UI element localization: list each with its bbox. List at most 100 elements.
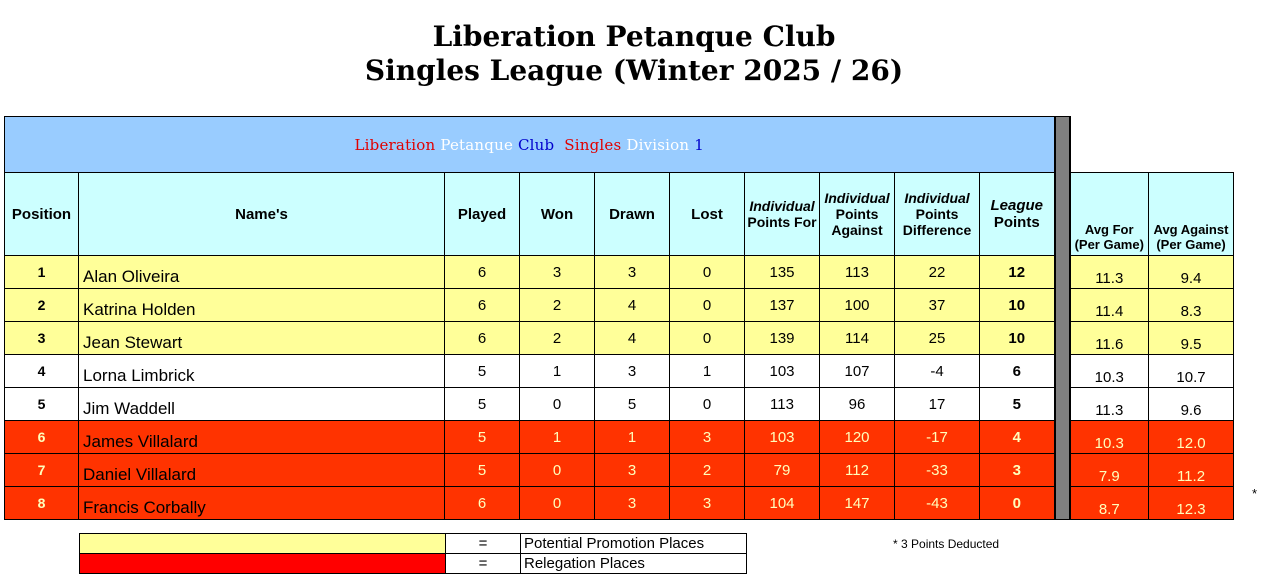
header-won: Won — [519, 172, 595, 256]
points-difference-cell: 37 — [894, 288, 980, 322]
avg-for-cell: 11.3 — [1069, 387, 1149, 421]
points-difference-cell: -33 — [894, 453, 980, 487]
points-against-cell: 107 — [819, 354, 895, 388]
won-cell: 0 — [519, 387, 595, 421]
key-row-relegation: = Relegation Places — [79, 553, 747, 574]
won-cell: 1 — [519, 420, 595, 454]
position-cell: 2 — [4, 288, 79, 322]
position-cell: 6 — [4, 420, 79, 454]
position-cell: 4 — [4, 354, 79, 388]
avg-for-cell: 8.7 — [1069, 486, 1149, 520]
title-line-2: Singles League (Winter 2025 / 26) — [364, 54, 904, 87]
points-for-cell: 103 — [744, 420, 820, 454]
header-points-difference-line2: Points Difference — [902, 206, 972, 238]
separator-column — [1053, 116, 1071, 520]
played-cell: 5 — [444, 420, 520, 454]
points-against-cell: 112 — [819, 453, 895, 487]
points-difference-cell: 17 — [894, 387, 980, 421]
key-row-promotion: = Potential Promotion Places — [79, 533, 747, 554]
table-row: 8 Francis Corbally 6 0 3 3 104 147 -43 0… — [4, 486, 1234, 520]
played-cell: 6 — [444, 288, 520, 322]
league-points-cell: 4 — [979, 420, 1055, 454]
points-for-cell: 113 — [744, 387, 820, 421]
player-name-cell: James Villalard — [78, 420, 445, 454]
banner-word-division: Division — [626, 135, 690, 154]
header-avg-against-line1: Avg Against — [1153, 222, 1229, 237]
avg-for-cell: 7.9 — [1069, 453, 1149, 487]
won-cell: 2 — [519, 321, 595, 355]
table-row: 1 Alan Oliveira 6 3 3 0 135 113 22 12 11… — [4, 255, 1234, 289]
won-cell: 3 — [519, 255, 595, 289]
avg-against-cell: 9.5 — [1148, 321, 1234, 355]
league-table: Liberation Petanque Club Singles Divisio… — [4, 116, 1234, 520]
played-cell: 6 — [444, 321, 520, 355]
key-swatch-relegation — [79, 553, 446, 574]
avg-against-cell: 11.2 — [1148, 453, 1234, 487]
league-points-cell: 5 — [979, 387, 1055, 421]
header-points-for-line1: Individual — [749, 198, 815, 214]
points-for-cell: 135 — [744, 255, 820, 289]
points-difference-cell: -17 — [894, 420, 980, 454]
avg-for-cell: 10.3 — [1069, 354, 1149, 388]
avg-against-cell: 9.4 — [1148, 255, 1234, 289]
table-row: 2 Katrina Holden 6 2 4 0 137 100 37 10 1… — [4, 288, 1234, 322]
points-against-cell: 96 — [819, 387, 895, 421]
banner-word-singles: Singles — [564, 135, 622, 154]
lost-cell: 0 — [669, 288, 745, 322]
drawn-cell: 3 — [594, 453, 670, 487]
table-row: 3 Jean Stewart 6 2 4 0 139 114 25 10 11.… — [4, 321, 1234, 355]
played-cell: 5 — [444, 387, 520, 421]
header-league-points-line1: League — [990, 197, 1043, 214]
points-for-cell: 139 — [744, 321, 820, 355]
table-row: 7 Daniel Villalard 5 0 3 2 79 112 -33 3 … — [4, 453, 1234, 487]
position-cell: 1 — [4, 255, 79, 289]
avg-against-cell: 12.3 — [1148, 486, 1234, 520]
avg-for-cell: 11.4 — [1069, 288, 1149, 322]
points-for-cell: 79 — [744, 453, 820, 487]
deduction-asterisk: * — [1252, 486, 1258, 501]
drawn-cell: 3 — [594, 486, 670, 520]
points-against-cell: 147 — [819, 486, 895, 520]
header-drawn: Drawn — [594, 172, 670, 256]
points-difference-cell: 25 — [894, 321, 980, 355]
banner-word-petanque: Petanque — [440, 135, 514, 154]
drawn-cell: 3 — [594, 354, 670, 388]
player-name-cell: Katrina Holden — [78, 288, 445, 322]
points-difference-cell: -43 — [894, 486, 980, 520]
played-cell: 5 — [444, 354, 520, 388]
title-line-1: Liberation Petanque Club — [432, 20, 836, 53]
points-difference-cell: -4 — [894, 354, 980, 388]
key-label-relegation: Relegation Places — [520, 553, 747, 574]
drawn-cell: 4 — [594, 321, 670, 355]
player-name-cell: Alan Oliveira — [78, 255, 445, 289]
lost-cell: 1 — [669, 354, 745, 388]
key-equals: = — [445, 553, 521, 574]
header-points-difference: Individual Points Difference — [894, 172, 980, 256]
header-names: Name's — [78, 172, 445, 256]
won-cell: 0 — [519, 486, 595, 520]
position-cell: 7 — [4, 453, 79, 487]
won-cell: 0 — [519, 453, 595, 487]
key-swatch-promotion — [79, 533, 446, 554]
league-points-cell: 12 — [979, 255, 1055, 289]
league-points-cell: 6 — [979, 354, 1055, 388]
header-avg-against: Avg Against (Per Game) — [1148, 172, 1234, 256]
played-cell: 6 — [444, 486, 520, 520]
won-cell: 2 — [519, 288, 595, 322]
drawn-cell: 1 — [594, 420, 670, 454]
player-name-cell: Daniel Villalard — [78, 453, 445, 487]
banner-word-liberation: Liberation — [354, 135, 436, 154]
drawn-cell: 3 — [594, 255, 670, 289]
played-cell: 5 — [444, 453, 520, 487]
lost-cell: 0 — [669, 255, 745, 289]
header-points-against-line2: Points Against — [831, 206, 883, 238]
player-name-cell: Francis Corbally — [78, 486, 445, 520]
header-avg-against-line2: (Per Game) — [1156, 237, 1226, 252]
header-lost: Lost — [669, 172, 745, 256]
won-cell: 1 — [519, 354, 595, 388]
table-row: 5 Jim Waddell 5 0 5 0 113 96 17 5 11.3 9… — [4, 387, 1234, 421]
avg-for-cell: 11.6 — [1069, 321, 1149, 355]
lost-cell: 3 — [669, 420, 745, 454]
points-against-cell: 100 — [819, 288, 895, 322]
table-row: 4 Lorna Limbrick 5 1 3 1 103 107 -4 6 10… — [4, 354, 1234, 388]
